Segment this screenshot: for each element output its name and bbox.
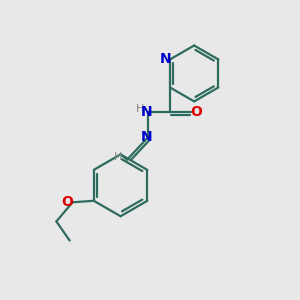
Text: H: H: [136, 104, 145, 114]
Text: N: N: [160, 52, 171, 67]
Text: N: N: [141, 106, 153, 119]
Text: H: H: [114, 152, 122, 162]
Text: O: O: [190, 106, 202, 119]
Text: N: N: [141, 130, 153, 145]
Text: O: O: [61, 195, 73, 209]
